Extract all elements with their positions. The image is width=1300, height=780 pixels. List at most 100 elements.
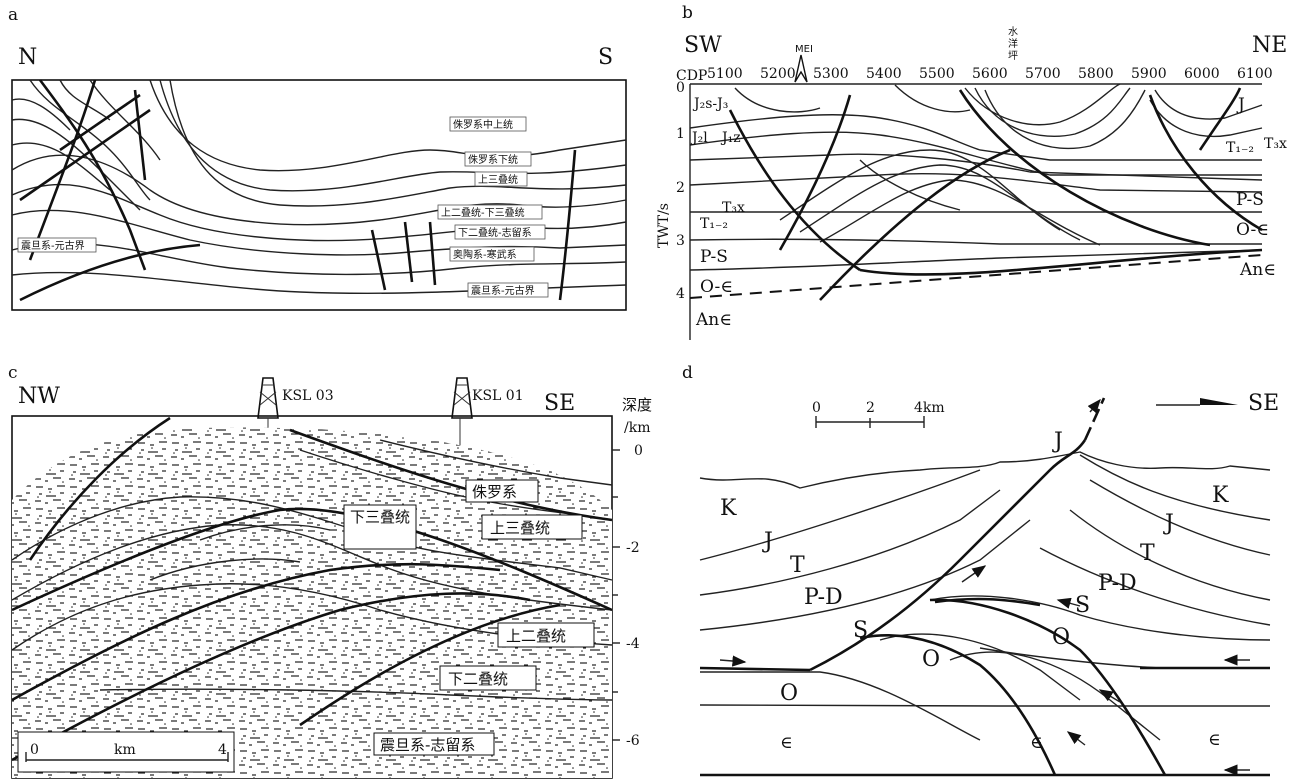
- unit-cambrian-middle: ∈: [1030, 733, 1043, 753]
- panel-a-frame: [11, 79, 627, 311]
- place-char-2: 洋: [1008, 37, 1018, 50]
- unit-sinian-left: 震旦系-元古界: [21, 239, 85, 252]
- panel-d-arrows: [719, 398, 1250, 776]
- unit-permian-triassic: 上二叠统-下三叠统: [441, 206, 525, 219]
- depth-unit: /km: [624, 420, 650, 436]
- panel-d-labels: K J T P-D S O ∈ J O ∈ K J T P-D S O ∈: [720, 429, 1229, 753]
- cdp-ticks: 5100 5200 5300 5400 5500 5600 5700 5800 …: [707, 66, 1273, 82]
- panel-c-direction-left: NW: [18, 384, 60, 409]
- panel-d-letter: d: [682, 363, 693, 383]
- panel-c-letter: c: [8, 363, 18, 383]
- depth-tick: -4: [626, 636, 640, 652]
- twt-tick: 2: [676, 180, 685, 196]
- panel-a-strata: [11, 79, 627, 294]
- unit-ps-right: P-S: [1236, 190, 1264, 210]
- panel-b-faults: [689, 87, 1263, 301]
- unit-cambrian-right: ∈: [1208, 730, 1221, 750]
- scale-c-zero: 0: [30, 742, 39, 758]
- panel-b-horizons: [689, 83, 1263, 271]
- cdp-label: CDP: [676, 68, 707, 84]
- panel-b-letter: b: [682, 3, 693, 23]
- twt-ticks: 0 1 2 3 4: [676, 80, 685, 302]
- unit-j-left: J: [762, 529, 773, 554]
- well-mei-label: MEI: [795, 44, 813, 55]
- panel-d-direction: SE: [1248, 391, 1279, 416]
- panel-a-labels: 侏罗系中上统 侏罗系下统 上三叠统 上二叠统-下三叠统 下二叠统-志留系 奥陶系…: [17, 116, 549, 298]
- unit-t3x-right: T₃x: [1264, 136, 1287, 152]
- unit-ordovician-cambrian: 奥陶系-寒武系: [453, 248, 517, 261]
- unit-upper-permian: 上二叠统: [506, 627, 566, 645]
- cdp-tick: 5600: [972, 66, 1008, 82]
- cdp-tick: 5900: [1131, 66, 1167, 82]
- unit-oe-right: O-∈: [1236, 220, 1269, 240]
- unit-cambrian-left: ∈: [780, 733, 793, 753]
- cdp-tick: 5400: [866, 66, 902, 82]
- unit-ps-left: P-S: [700, 247, 728, 267]
- twt-tick: 4: [676, 286, 685, 302]
- unit-pd-left: P-D: [804, 585, 843, 610]
- cdp-tick: 5500: [919, 66, 955, 82]
- place-char-3: 坪: [1008, 49, 1018, 62]
- depth-label: 深度: [622, 396, 652, 414]
- unit-s-left: S: [853, 618, 868, 643]
- scale-c-four: 4: [218, 742, 227, 758]
- unit-k-right: K: [1212, 483, 1229, 508]
- cdp-tick: 6000: [1184, 66, 1220, 82]
- unit-sinian-right: 震旦系-元古界: [471, 284, 535, 297]
- cdp-tick: 5800: [1078, 66, 1114, 82]
- unit-permian-silurian: 下二叠统-志留系: [458, 226, 532, 239]
- unit-j-right: J: [1236, 95, 1245, 115]
- unit-oe-left: O-∈: [700, 277, 733, 297]
- panel-c-depth-ticks: 0 -2 -4 -6: [612, 443, 643, 749]
- cdp-tick: 6100: [1237, 66, 1273, 82]
- panel-d-faults: [699, 397, 1270, 776]
- cdp-tick: 5200: [760, 66, 796, 82]
- unit-t-left: T: [790, 553, 805, 578]
- cdp-tick: 5700: [1025, 66, 1061, 82]
- unit-triassic-upper: 上三叠统: [478, 173, 518, 186]
- panel-b: b SW NE MEI 水 洋 坪 CDP 5100 5200 5300 540…: [656, 3, 1287, 340]
- depth-tick: -2: [626, 540, 640, 556]
- unit-j-top: J: [1052, 429, 1063, 454]
- unit-jurassic-mid-upper: 侏罗系中上统: [453, 118, 513, 131]
- unit-ane-left: An∈: [695, 310, 732, 330]
- unit-j2l: J₂l: [690, 130, 708, 146]
- panel-a: a N S: [8, 5, 627, 311]
- panel-c-labels: 侏罗系 下三叠统 上三叠统 上二叠统 下二叠统 震旦系-志留系: [343, 479, 595, 756]
- unit-j-right: J: [1163, 511, 1174, 536]
- unit-o-left: O: [780, 681, 798, 706]
- scale-d-0: 0: [812, 400, 821, 416]
- panel-b-direction-left: SW: [684, 33, 722, 58]
- unit-lower-triassic: 下三叠统: [350, 508, 410, 526]
- unit-k-left: K: [720, 496, 737, 521]
- twt-tick: 1: [676, 126, 685, 142]
- scale-c-unit: km: [114, 742, 136, 758]
- cdp-tick: 5100: [707, 66, 743, 82]
- depth-tick: 0: [634, 443, 643, 459]
- twt-axis-label: TWT/s: [656, 203, 672, 248]
- scale-d-4: 4km: [914, 400, 945, 416]
- panel-b-labels: J₂s-J₃ J₂l J₁z T₃x T₁₋₂ P-S O-∈ An∈ J T₁…: [690, 95, 1287, 330]
- unit-t12-right: T₁₋₂: [1226, 140, 1254, 156]
- unit-t-right: T: [1140, 541, 1155, 566]
- place-char-1: 水: [1008, 26, 1018, 38]
- panel-a-direction-right: S: [598, 45, 613, 70]
- unit-jurassic: 侏罗系: [472, 483, 517, 501]
- panel-c: c NW SE KSL 03 KSL 01 深度 /km: [8, 363, 652, 779]
- well-ksl01-label: KSL 01: [472, 388, 524, 404]
- twt-tick: 0: [676, 80, 685, 96]
- well-ksl03-label: KSL 03: [282, 388, 334, 404]
- unit-j2s-j3: J₂s-J₃: [692, 96, 728, 112]
- panel-c-direction-right: SE: [544, 391, 575, 416]
- panel-b-direction-right: NE: [1252, 33, 1287, 58]
- unit-pd-right: P-D: [1098, 571, 1137, 596]
- panel-a-faults: [19, 79, 577, 302]
- unit-sinian-silurian: 震旦系-志留系: [380, 736, 475, 754]
- unit-o-middle: O: [922, 647, 940, 672]
- direction-arrow-icon: [1156, 398, 1238, 406]
- twt-tick: 3: [676, 233, 685, 249]
- panel-c-scale-bar: 0 km 4: [17, 731, 235, 773]
- unit-t3x-left: T₃x: [722, 200, 745, 216]
- depth-tick: -6: [626, 733, 640, 749]
